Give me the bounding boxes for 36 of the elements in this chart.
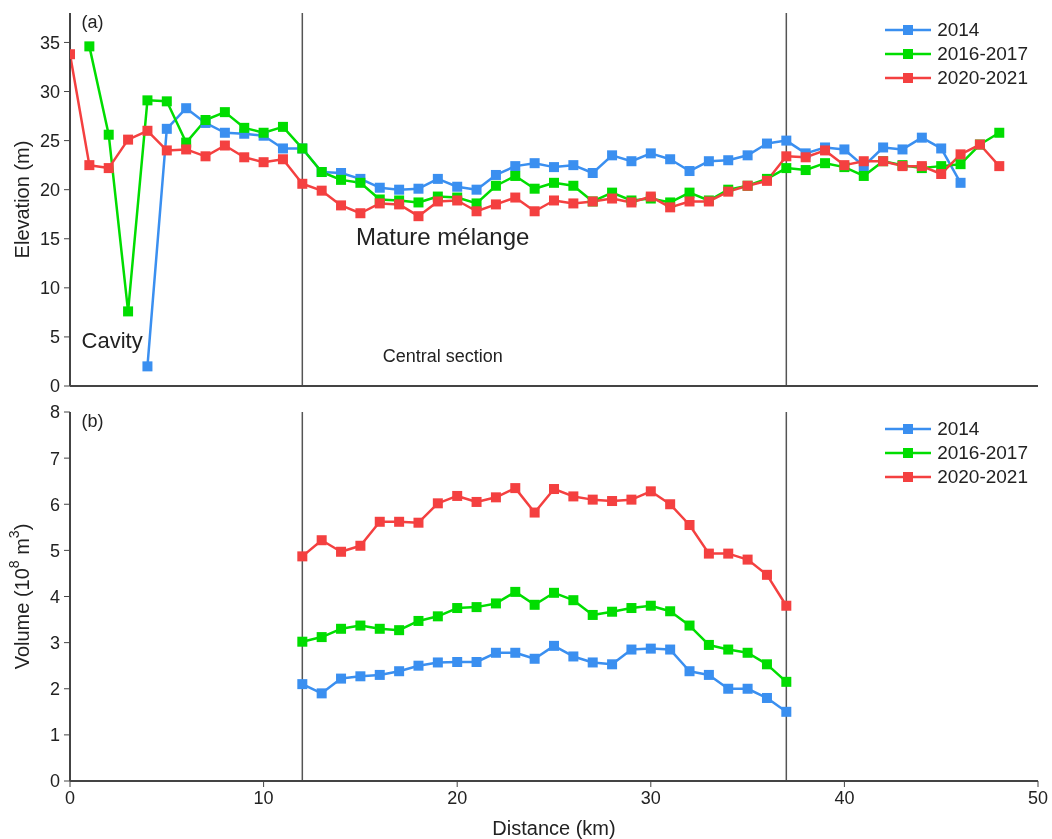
annotation: Central section: [382, 345, 503, 367]
x-tick-label: 40: [834, 787, 855, 808]
y-tick-label: 0: [49, 771, 60, 792]
y-tick-label: 3: [49, 633, 60, 654]
x-tick-label: 0: [64, 787, 76, 808]
y-tick-label: 5: [49, 327, 60, 348]
y-tick-label: 0: [49, 376, 60, 397]
y-tick-label: 4: [49, 586, 60, 607]
x-axis-title: Distance (km): [492, 817, 616, 839]
y-tick-label: 1: [49, 725, 60, 746]
x-tick-label: 30: [640, 787, 661, 808]
annotation: Cavity: [81, 328, 143, 355]
y-tick-label: 8: [49, 402, 60, 423]
y-axis-title: Elevation (m): [11, 140, 33, 259]
x-tick-label: 10: [253, 787, 274, 808]
y-tick-label: 10: [39, 278, 60, 299]
y-tick-label: 30: [39, 81, 60, 102]
legend-label: 2016-2017: [937, 42, 1028, 66]
y-tick-label: 6: [49, 494, 60, 515]
y-tick-label: 15: [39, 229, 60, 250]
y-tick-label: 2: [49, 679, 60, 700]
x-tick-label: 50: [1027, 787, 1049, 808]
y-tick-label: 20: [39, 180, 60, 201]
y-tick-label: 7: [49, 448, 60, 469]
y-tick-label: 35: [39, 32, 60, 53]
annotation: (a): [81, 11, 104, 33]
y-tick-label: 5: [49, 540, 60, 561]
y-tick-label: 25: [39, 131, 60, 151]
legend-label: 2014: [937, 18, 980, 42]
legend-label: 2020-2021: [937, 465, 1028, 489]
x-tick-label: 20: [447, 787, 468, 808]
annotation: Mature mélange: [355, 222, 530, 251]
legend-label: 2020-2021: [937, 66, 1028, 90]
annotation: (b): [81, 410, 104, 432]
legend-label: 2016-2017: [937, 441, 1028, 465]
legend-label: 2014: [937, 417, 980, 441]
